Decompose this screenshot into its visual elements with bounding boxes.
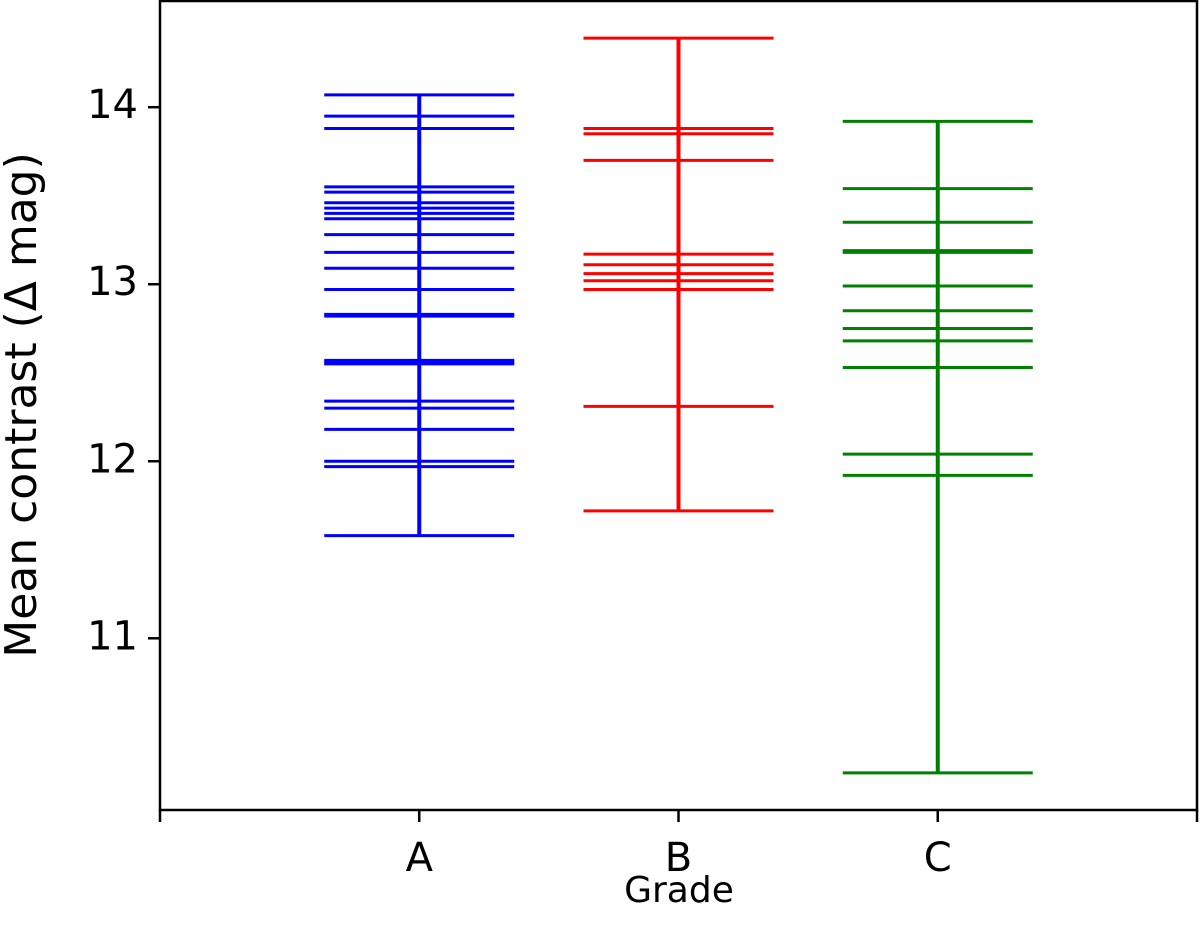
y-tick-label: 14	[87, 82, 138, 128]
y-axis-label: Mean contrast (Δ mag)	[0, 152, 47, 658]
y-tick-label: 12	[87, 436, 138, 482]
y-tick-label: 11	[87, 613, 138, 659]
x-tick-label: A	[406, 835, 434, 881]
x-tick-label: C	[924, 835, 952, 881]
x-axis-label: Grade	[624, 870, 734, 911]
plot-frame	[158, 0, 1199, 812]
y-tick-label: 13	[87, 259, 138, 305]
x-tick-label: B	[665, 835, 692, 881]
